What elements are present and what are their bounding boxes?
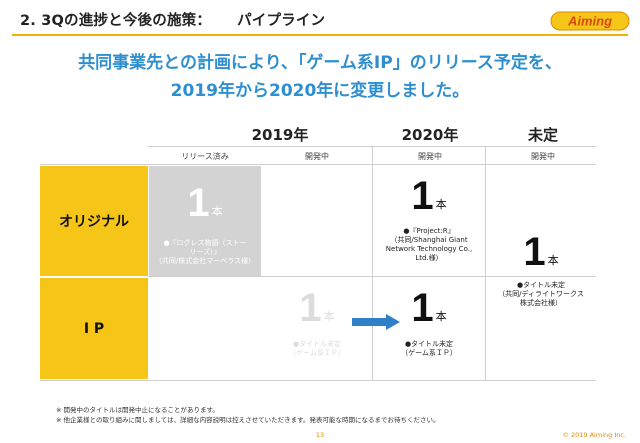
released-title-line-1: ●『ログレス物語（ストー <box>163 239 247 247</box>
released-title-line-2: リーズ）』 <box>189 248 221 256</box>
move-arrow-icon <box>352 314 400 330</box>
column-2019: 2019年 <box>251 126 309 144</box>
ip-2019-faded-subtitle: （ゲーム系ＩＰ） <box>289 349 345 357</box>
aiming-logo: Aiming <box>550 11 630 31</box>
copyright: © 2019 Aiming Inc. <box>562 431 626 439</box>
row-label-original: オリジナル <box>40 166 148 276</box>
released-partner: （共同/株式会社マーベラス様） <box>154 257 256 265</box>
ip-2020-title: ●タイトル未定 <box>404 340 454 348</box>
status-dev-undecided: 開発中 <box>531 152 555 161</box>
status-dev-2019: 開発中 <box>305 152 329 161</box>
footnote-1: ※ 開発中のタイトルは開発中止になることがあります。 <box>56 406 219 414</box>
slide-title: 2. 3Qの進捗と今後の施策： パイプライン <box>20 9 325 30</box>
grid-divider-undecided <box>485 146 486 380</box>
slide-title-number: 2. 3Qの進捗と今後の施策： <box>20 13 212 29</box>
ip-2020-subtitle: （ゲーム系ＩＰ） <box>401 349 457 357</box>
original-2020-partner-line-1: （共同/Shanghai Giant <box>390 236 468 244</box>
grid-top-line <box>40 164 596 165</box>
grid-divider-2020 <box>372 146 373 380</box>
slide-title-topic: パイプライン <box>237 13 326 29</box>
svg-text:Aiming: Aiming <box>567 14 612 29</box>
column-2020: 2020年 <box>401 126 459 144</box>
original-2020-partner-line-2: Network Technology Co., <box>385 245 473 253</box>
page-number: 13 <box>315 431 325 439</box>
undecided-title: ●タイトル未定 <box>516 281 566 289</box>
footnote-2: ※ 他企業様との取り組みに関しましては、詳細な内容説明は控えさせていただきます。… <box>56 416 440 424</box>
headline-line-1: 共同事業先との計画により、「ゲーム系IP」のリリース予定を、 <box>78 53 562 73</box>
headline-line-2: 2019年から2020年に変更しました。 <box>170 81 470 101</box>
undecided-partner-line-2: 株式会社様） <box>520 299 562 307</box>
column-undecided: 未定 <box>527 126 558 144</box>
status-released: リリース済み <box>181 152 229 161</box>
ip-2019-faded-title: ●タイトル未定 <box>292 340 342 348</box>
grid-bottom-line <box>40 380 596 381</box>
original-2020-title: ●『Project:R』 <box>403 227 455 235</box>
row-label-ip: I P <box>40 278 148 379</box>
title-underline <box>12 34 628 36</box>
original-2020-partner-line-3: Ltd.様） <box>415 254 443 262</box>
status-dev-2020: 開発中 <box>418 152 442 161</box>
undecided-partner-line-1: （共同/ディライトワークス <box>498 290 584 298</box>
